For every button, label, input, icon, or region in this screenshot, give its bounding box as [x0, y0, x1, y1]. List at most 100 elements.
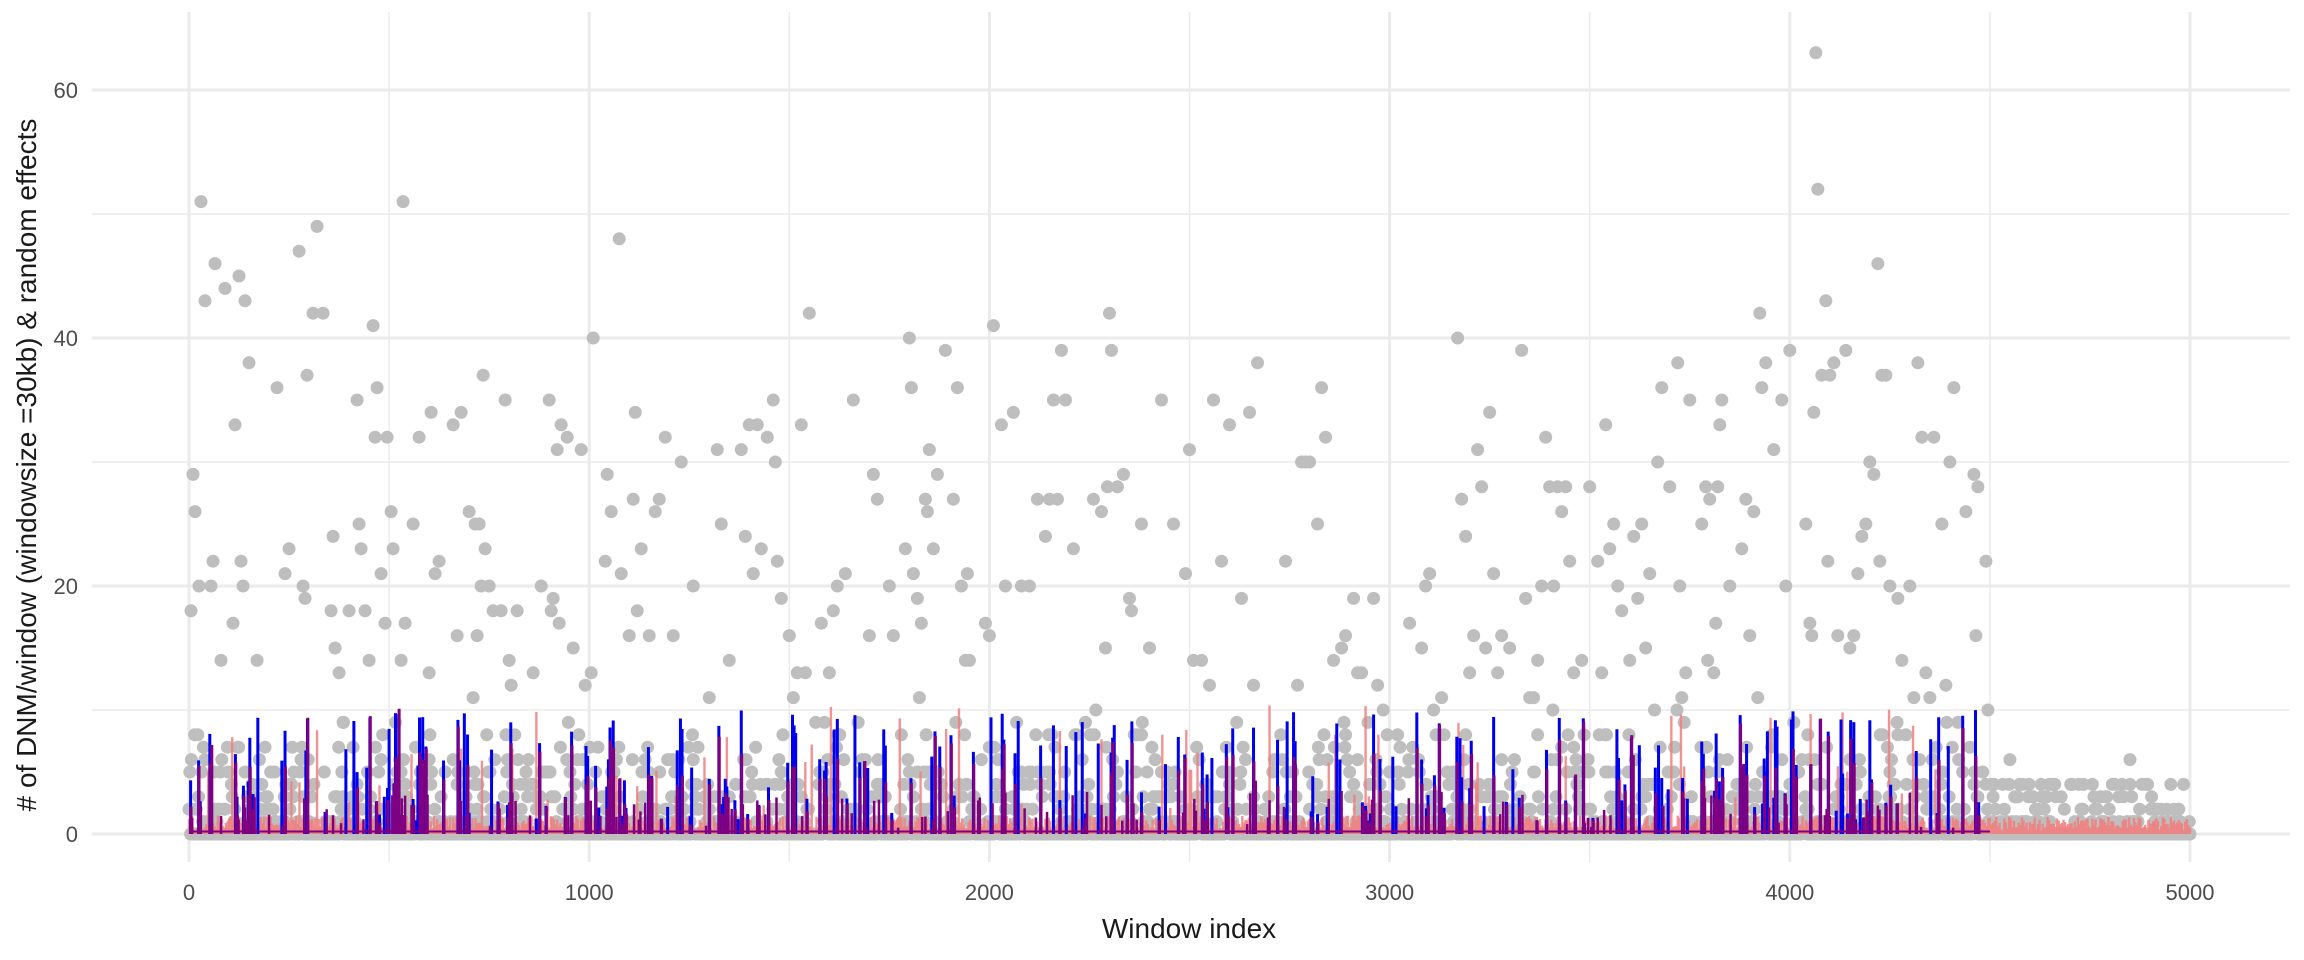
data-point	[826, 604, 840, 618]
data-point	[938, 343, 952, 357]
data-point	[446, 418, 460, 432]
data-point	[198, 294, 212, 308]
data-point	[1274, 728, 1288, 742]
data-point	[1531, 728, 1545, 742]
data-point	[749, 740, 763, 754]
data-point	[946, 492, 960, 506]
data-point	[1379, 790, 1393, 804]
data-point	[1582, 765, 1596, 779]
data-point	[406, 517, 420, 531]
data-point	[566, 641, 580, 655]
data-point	[1317, 728, 1331, 742]
data-point	[1643, 567, 1657, 581]
data-point	[666, 629, 680, 643]
data-point	[1082, 777, 1096, 791]
data-point	[858, 753, 872, 767]
y-tick-label: 40	[54, 326, 78, 351]
data-point	[1767, 443, 1781, 457]
data-point	[218, 281, 232, 295]
data-point	[384, 505, 398, 519]
data-point	[1748, 777, 1762, 791]
data-point	[194, 195, 208, 209]
data-point	[526, 777, 540, 791]
data-point	[1559, 480, 1573, 494]
data-point	[470, 629, 484, 643]
data-point	[295, 740, 309, 754]
data-point	[871, 753, 885, 767]
data-point	[1916, 777, 1930, 791]
data-point	[1319, 430, 1333, 444]
data-point	[354, 542, 368, 556]
data-point	[1703, 492, 1717, 506]
data-point	[1739, 492, 1753, 506]
data-point	[818, 715, 832, 729]
data-point	[1699, 480, 1713, 494]
data-point	[1539, 430, 1553, 444]
data-point	[380, 430, 394, 444]
data-point	[773, 777, 787, 791]
data-point	[428, 802, 442, 816]
data-point	[600, 467, 614, 481]
data-point	[1976, 765, 1990, 779]
data-point	[1969, 629, 1983, 643]
data-point	[866, 467, 880, 481]
data-point	[398, 616, 412, 630]
data-point	[316, 306, 330, 320]
data-point	[300, 368, 314, 382]
data-point	[1670, 703, 1684, 717]
data-point	[1809, 46, 1823, 60]
data-point	[2172, 802, 2186, 816]
data-point	[366, 319, 380, 333]
data-point	[466, 691, 480, 705]
data-point	[434, 790, 448, 804]
data-point	[998, 579, 1012, 593]
data-point	[1230, 715, 1244, 729]
data-point	[483, 765, 497, 779]
x-axis-title: Window index	[1102, 913, 1276, 944]
data-point	[550, 443, 564, 457]
data-point	[904, 381, 918, 395]
data-point	[1251, 356, 1265, 370]
data-point	[293, 765, 307, 779]
data-point	[574, 443, 588, 457]
data-point	[552, 616, 566, 630]
data-point	[729, 777, 743, 791]
data-point	[1495, 790, 1509, 804]
data-point	[258, 740, 272, 754]
data-point	[1723, 579, 1737, 593]
data-point	[372, 765, 386, 779]
data-point	[1116, 467, 1130, 481]
data-point	[1783, 343, 1797, 357]
data-point	[1050, 492, 1064, 506]
data-point	[1967, 467, 1981, 481]
data-point	[1831, 629, 1845, 643]
data-point	[1899, 728, 1913, 742]
data-point	[912, 691, 926, 705]
data-point	[1607, 517, 1621, 531]
data-point	[960, 777, 974, 791]
data-point	[478, 542, 492, 556]
data-point	[1355, 666, 1369, 680]
data-point	[798, 666, 812, 680]
data-point	[1567, 740, 1581, 754]
data-point	[1142, 641, 1156, 655]
data-point	[1166, 517, 1180, 531]
data-point	[1567, 666, 1581, 680]
data-point	[260, 790, 274, 804]
data-point	[689, 777, 703, 791]
y-tick-label: 60	[54, 78, 78, 103]
data-point	[183, 765, 197, 779]
data-point	[1715, 393, 1729, 407]
data-point	[838, 567, 852, 581]
data-point	[191, 728, 205, 742]
data-point	[2011, 790, 2025, 804]
data-point	[1915, 430, 1929, 444]
data-point	[1675, 691, 1689, 705]
data-point	[1801, 728, 1815, 742]
data-point	[1555, 505, 1569, 519]
data-point	[560, 753, 574, 767]
data-point	[1798, 790, 1812, 804]
data-point	[1236, 740, 1250, 754]
data-point	[563, 765, 577, 779]
data-point	[710, 443, 724, 457]
